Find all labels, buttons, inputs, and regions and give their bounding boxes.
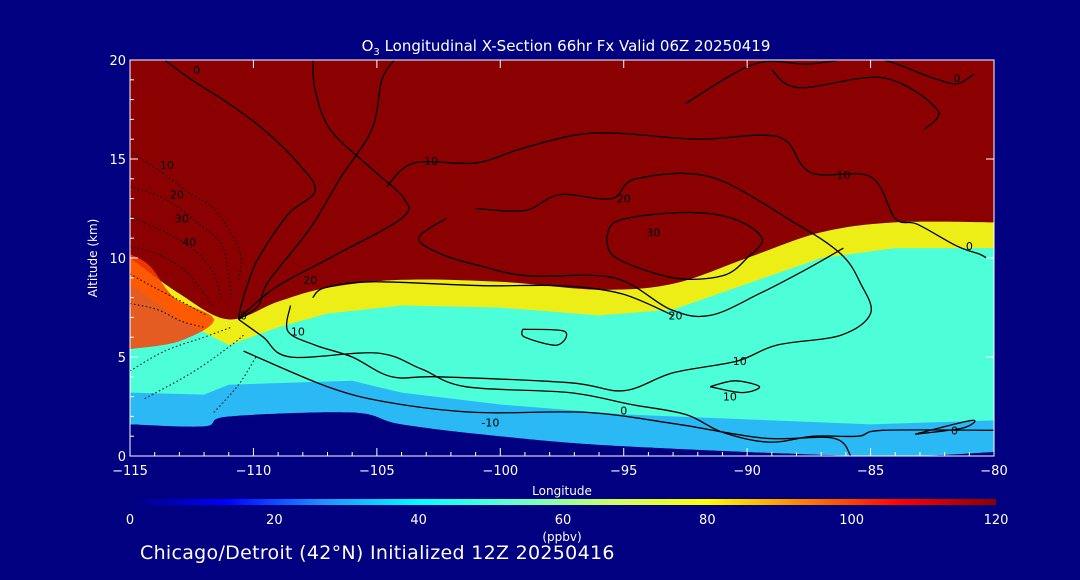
colorbar: 0 20 40 60 80 100 120 (ppbv) (126, 499, 1009, 544)
contour-label-8: 10 (836, 169, 850, 182)
colorbar-gradient (130, 499, 996, 505)
contour-label-15: 10 (723, 391, 737, 404)
contour-layer (130, 60, 994, 456)
contour-label-6: 10 (424, 155, 438, 168)
contour-line-23 (213, 356, 257, 413)
contour-line-16 (130, 186, 232, 298)
contour-line-2 (238, 60, 395, 320)
contour-line-5 (685, 60, 975, 105)
boundary-layer-field (130, 412, 994, 456)
contour-label-4: 30 (175, 212, 189, 225)
contour-line-15 (132, 152, 242, 282)
x-tick-label: −115 (112, 464, 148, 479)
y-tick-label: 0 (118, 450, 126, 465)
contour-label-3: 20 (170, 189, 184, 202)
x-tick-label: −90 (733, 464, 760, 479)
contour-line-19 (130, 273, 207, 316)
contour-label-12: 0 (240, 309, 247, 322)
x-tick-label: −85 (857, 464, 884, 479)
contour-line-8 (418, 217, 844, 318)
contour-label-18: 0 (951, 424, 958, 437)
contour-line-14 (243, 350, 852, 456)
contour-label-layer: 0 0 10 20 30 40 10 20 10 30 20 10 0 20 10 10 0 -10 0 0 (160, 64, 973, 437)
x-tick-label: −80 (980, 464, 1007, 479)
contour-label-0: 0 (193, 64, 200, 77)
contour-line-20 (130, 303, 205, 328)
x-tick-label: −95 (610, 464, 637, 479)
colorbar-tick-label: 40 (410, 513, 427, 528)
contour-line-0 (164, 60, 316, 320)
contour-line-12 (238, 318, 994, 443)
colorbar-tick-label: 100 (839, 513, 864, 528)
x-tick-label: −110 (236, 464, 272, 479)
contour-line-10 (521, 328, 568, 346)
x-axis-label: Longitude (532, 484, 592, 498)
y-axis: 0 5 10 15 20 (109, 54, 994, 465)
y-tick-label: 5 (118, 351, 126, 366)
x-axis: −115 −110 −105 −100 −95 −90 −85 −80 (112, 60, 1008, 479)
y-tick-label: 10 (109, 252, 126, 267)
contour-label-1: 0 (953, 72, 960, 85)
x-tick-label: −105 (359, 464, 395, 479)
plot-area: 0 0 10 20 30 40 10 20 10 30 20 10 0 20 10 10 0 -10 0 0 (130, 60, 994, 456)
contour-label-13: 20 (669, 309, 683, 322)
colorbar-tick-label: 20 (266, 513, 283, 528)
y-tick-label: 20 (109, 54, 126, 69)
x-tick-label: −100 (482, 464, 518, 479)
contour-label-5: 40 (182, 236, 196, 249)
y-axis-label: Altitude (km) (86, 219, 100, 298)
colorbar-label: (ppbv) (542, 530, 581, 544)
chart-title: O3 Longitudinal X-Section 66hr Fx Valid … (362, 37, 771, 58)
stratosphere-field (130, 60, 994, 320)
contour-line-9 (312, 281, 674, 317)
contour-line-13 (914, 419, 976, 435)
colorbar-tick-label: 60 (555, 513, 572, 528)
boundary-layer-gradient (130, 380, 994, 456)
colorbar-tick-label: 80 (699, 513, 716, 528)
contour-label-17: -10 (481, 416, 499, 429)
tropopause-transition-field (130, 221, 994, 346)
contour-label-16: 0 (620, 404, 627, 417)
colorbar-tick-label: 0 (126, 513, 134, 528)
contour-label-2: 10 (160, 159, 174, 172)
contour-label-10: 20 (303, 274, 317, 287)
colorbar-tick-label: 120 (984, 513, 1009, 528)
contour-label-7: 20 (617, 193, 631, 206)
contour-line-18 (130, 245, 215, 308)
contour-line-6 (285, 172, 872, 392)
contour-label-11: 10 (291, 325, 305, 338)
contour-line-3 (386, 132, 987, 259)
contour-line-11 (709, 380, 761, 394)
contour-label-9: 30 (646, 226, 660, 239)
contour-line-4 (771, 69, 940, 130)
y-tick-label: 15 (109, 153, 126, 168)
contour-label-19: 0 (966, 240, 973, 253)
run-info-footer: Chicago/Detroit (42°N) Initialized 12Z 2… (140, 542, 615, 564)
contour-label-14: 10 (733, 355, 747, 368)
contour-line-7 (605, 211, 763, 281)
intrusion-plume-field (130, 254, 214, 350)
contour-line-21 (130, 326, 232, 372)
colorbar-ticks: 0 20 40 60 80 100 120 (126, 513, 1009, 528)
